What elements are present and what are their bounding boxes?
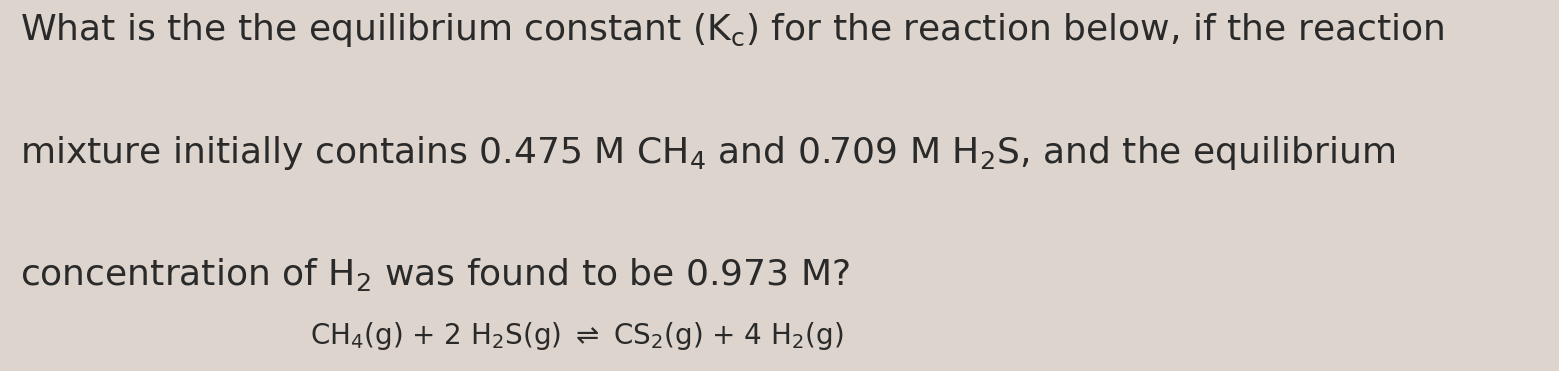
Text: CH$_4$(g) + 2 H$_2$S(g) $\rightleftharpoons$ CS$_2$(g) + 4 H$_2$(g): CH$_4$(g) + 2 H$_2$S(g) $\rightleftharpo… [310,321,843,352]
Text: concentration of H$_2$ was found to be 0.973 M?: concentration of H$_2$ was found to be 0… [20,256,850,293]
Text: mixture initially contains 0.475 M CH$_4$ and 0.709 M H$_2$S, and the equilibriu: mixture initially contains 0.475 M CH$_4… [20,134,1395,171]
Text: What is the the equilibrium constant (K$_c$) for the reaction below, if the reac: What is the the equilibrium constant (K$… [20,11,1445,49]
